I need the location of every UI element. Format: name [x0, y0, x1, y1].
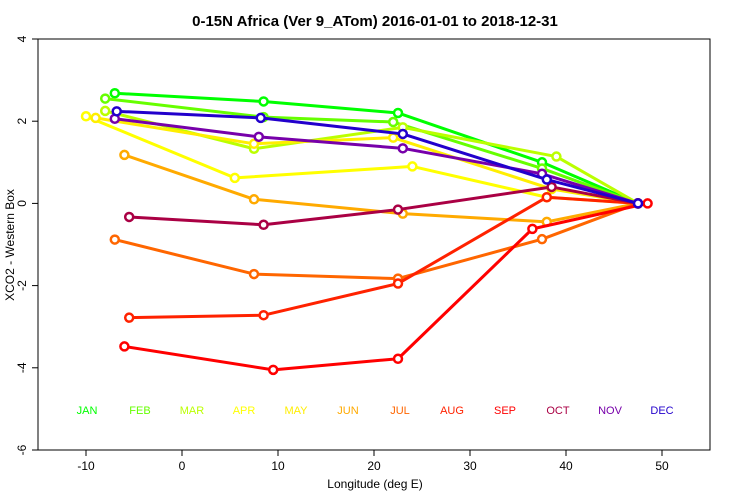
data-point-jan: [258, 96, 269, 107]
data-point-nov: [253, 131, 265, 143]
data-point-aug: [541, 191, 553, 203]
data-point-oct: [546, 181, 557, 193]
legend-label-feb: FEB: [129, 405, 150, 417]
legend-label-jul: JUL: [390, 405, 410, 417]
data-point-jul: [536, 233, 548, 245]
y-tick-label: 0: [15, 200, 29, 207]
series-sep: [119, 198, 653, 376]
data-point-sep: [267, 364, 279, 376]
x-tick-label: 0: [179, 459, 186, 473]
data-point-aug: [258, 309, 269, 321]
x-tick-label: 30: [463, 459, 477, 473]
data-point-may: [90, 112, 101, 124]
data-point-dec: [632, 198, 644, 209]
legend-label-aug: AUG: [440, 405, 464, 417]
data-point-mar: [551, 151, 562, 162]
series-line-aug: [129, 195, 639, 320]
y-axis: -6 -4 -2 0 2 4: [15, 35, 38, 455]
y-tick-label: -6: [15, 444, 29, 455]
data-point-sep: [527, 223, 538, 235]
chart-title: 0-15N Africa (Ver 9_ATom) 2016-01-01 to …: [192, 13, 558, 30]
data-point-dec: [541, 174, 553, 185]
data-point-apr: [407, 161, 418, 172]
data-point-sep: [119, 341, 130, 352]
data-point-jun: [119, 149, 130, 161]
data-point-apr: [229, 172, 241, 184]
data-point-oct: [392, 204, 404, 215]
data-point-dec: [397, 128, 409, 140]
legend-label-apr: APR: [233, 405, 256, 417]
y-tick-label: -2: [15, 280, 29, 291]
data-point-dec: [255, 112, 266, 124]
series-line-jul: [114, 201, 639, 281]
x-tick-label: -10: [77, 459, 95, 473]
data-point-may: [248, 138, 260, 150]
x-tick-label: 40: [559, 459, 573, 473]
data-point-dec: [111, 106, 122, 117]
legend-label-jun: JUN: [337, 405, 358, 417]
x-tick-label: 20: [367, 459, 381, 473]
x-tick-label: 10: [271, 459, 285, 473]
legend-label-jan: JAN: [77, 405, 98, 417]
data-point-apr: [80, 111, 92, 122]
data-point-oct: [123, 211, 135, 223]
data-point-oct: [258, 219, 269, 231]
legend-label-may: MAY: [284, 405, 308, 417]
y-tick-label: 2: [15, 118, 29, 125]
data-point-may: [387, 132, 399, 143]
legend-label-mar: MAR: [180, 405, 205, 417]
data-point-mar: [99, 105, 111, 117]
y-tick-label: -4: [15, 362, 29, 373]
data-point-feb: [387, 116, 399, 128]
month-legend: JAN FEB MAR APR MAY JUN JUL AUG SEP OCT NOV DEC: [77, 405, 674, 417]
legend-label-dec: DEC: [650, 405, 673, 417]
data-point-aug: [392, 278, 404, 289]
data-point-jul: [109, 234, 121, 245]
legend-label-oct: OCT: [546, 405, 570, 417]
legend-label-nov: NOV: [598, 405, 623, 417]
y-tick-label: 4: [15, 35, 29, 42]
data-point-sep: [642, 198, 653, 209]
data-point-jul: [248, 268, 260, 280]
data-point-jun: [248, 194, 260, 205]
data-point-sep: [392, 353, 404, 365]
x-axis: -10 0 10 20 30 40 50: [77, 450, 669, 473]
data-point-nov: [397, 143, 409, 154]
x-tick-label: 50: [655, 459, 669, 473]
data-point-jan: [392, 107, 404, 119]
y-axis-label: XCO2 - Western Box: [3, 189, 17, 301]
x-axis-label: Longitude (deg E): [327, 477, 422, 491]
series-layer: [80, 88, 653, 376]
data-point-feb: [99, 93, 111, 104]
series-dec: [111, 106, 644, 209]
legend-label-sep: SEP: [494, 405, 516, 417]
data-point-jan: [109, 88, 121, 99]
data-point-aug: [123, 312, 135, 323]
